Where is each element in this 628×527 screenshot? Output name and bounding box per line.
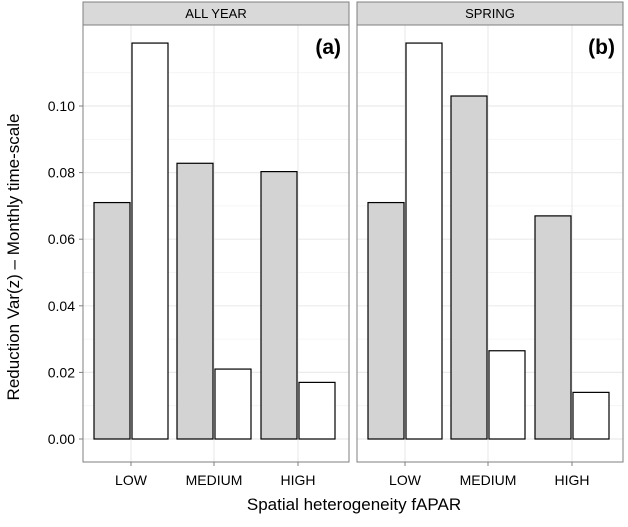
strip-label: ALL YEAR: [185, 6, 246, 21]
x-axis-title: Spatial heterogeneity fAPAR: [247, 495, 461, 514]
x-tick-label: LOW: [115, 472, 148, 488]
bar-grey-low: [93, 201, 131, 440]
bar-grey-high: [534, 215, 572, 440]
bar-grey-high: [260, 171, 298, 440]
x-tick-label: HIGH: [555, 472, 590, 488]
y-tick-label: 0.02: [48, 364, 75, 380]
bar-white-high: [298, 381, 336, 440]
panel-a: ALL YEAR (a): [82, 1, 350, 463]
panel-tag: (a): [315, 36, 341, 59]
bar-white-high: [572, 391, 610, 440]
bar-grey-medium: [176, 162, 214, 440]
y-tick-label: 0.08: [48, 165, 75, 181]
panels-layer: ALL YEAR (a) SPRING (b): [82, 1, 624, 463]
y-tick-label: 0.10: [48, 98, 75, 114]
bar-grey-low: [367, 201, 405, 440]
panel-b: SPRING (b): [356, 1, 624, 463]
y-tick-label: 0.00: [48, 431, 75, 447]
x-tick-label: MEDIUM: [186, 472, 243, 488]
y-axis: 0.00 0.02 0.04 0.06 0.08 0.10: [48, 98, 83, 447]
bar-white-low: [405, 42, 443, 440]
bar-white-medium: [214, 368, 252, 440]
x-axis: LOW MEDIUM HIGH LOW MEDIUM HIGH: [115, 462, 590, 488]
panel-tag: (b): [588, 36, 615, 59]
x-tick-label: LOW: [389, 472, 422, 488]
bar-white-medium: [488, 350, 526, 440]
y-tick-label: 0.04: [48, 298, 75, 314]
panel-frame: [82, 24, 350, 463]
y-tick-label: 0.06: [48, 231, 75, 247]
x-tick-label: HIGH: [281, 472, 316, 488]
bar-grey-medium: [450, 95, 488, 440]
strip-label: SPRING: [465, 6, 515, 21]
panel-frame: [356, 24, 624, 463]
x-tick-label: MEDIUM: [460, 472, 517, 488]
y-axis-title: Reduction Var(z) – Monthly time-scale: [4, 114, 23, 401]
bar-white-low: [131, 42, 169, 440]
